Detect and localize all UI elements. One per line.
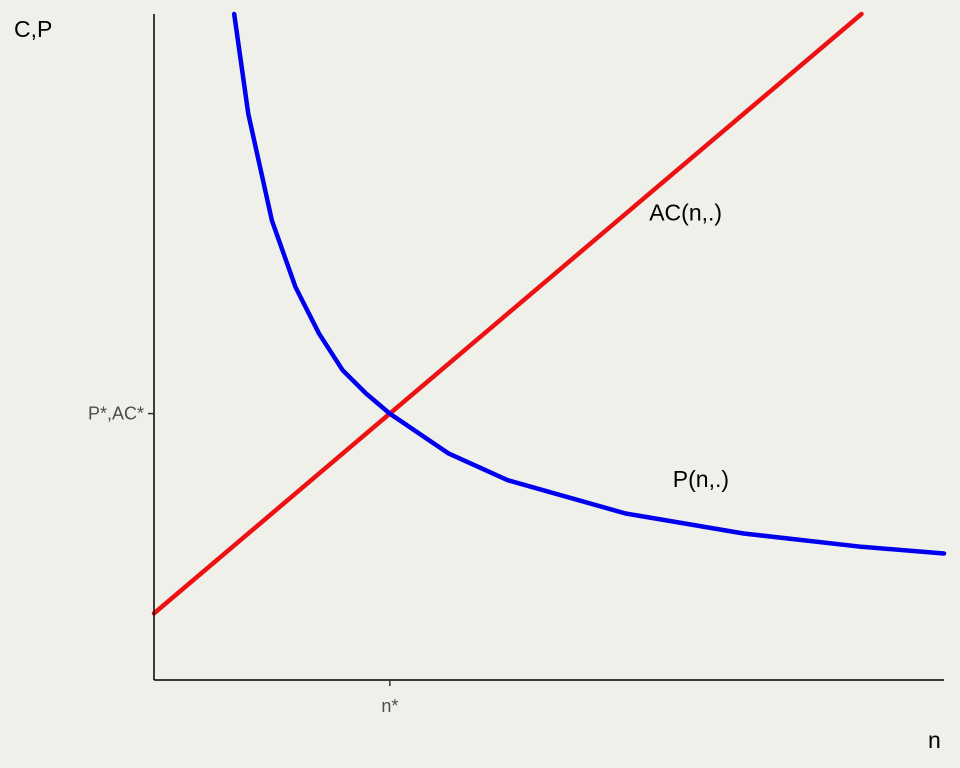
curve-label-0: AC(n,.) (649, 199, 722, 225)
ticks: n* P*,AC* (88, 404, 398, 716)
curve-labels: AC(n,.) P(n,.) (649, 199, 729, 491)
series-line-0 (151, 11, 864, 616)
y-axis-title: C,P (14, 16, 52, 42)
x-tick-label-0: n* (381, 696, 398, 716)
y-tick-label-0: P*,AC* (88, 404, 144, 424)
series-line-1 (231, 11, 947, 556)
x-axis-title: n (928, 727, 941, 753)
curve-label-1: P(n,.) (673, 466, 729, 492)
plot-area (151, 11, 947, 616)
